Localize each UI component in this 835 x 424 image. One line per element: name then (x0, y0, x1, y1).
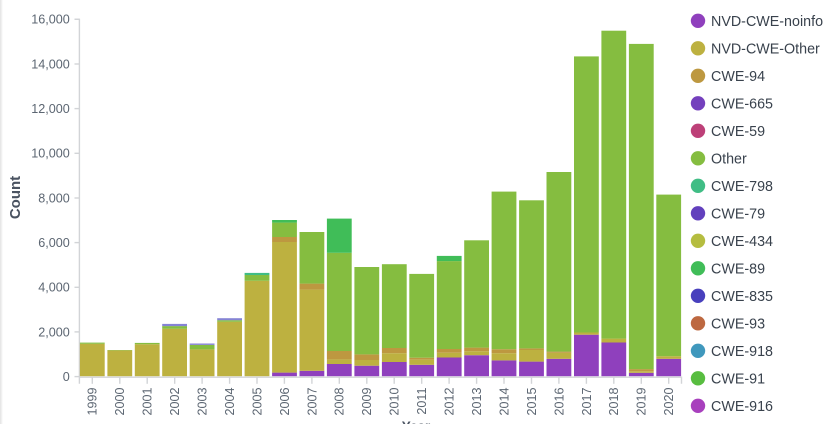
svg-text:2011: 2011 (415, 388, 429, 415)
svg-text:CWE-665: CWE-665 (711, 96, 773, 112)
svg-text:CWE-835: CWE-835 (711, 289, 773, 305)
svg-text:1999: 1999 (86, 388, 100, 416)
svg-text:CWE-89: CWE-89 (711, 261, 765, 277)
svg-text:2013: 2013 (470, 388, 484, 416)
svg-text:NVD-CWE-Other: NVD-CWE-Other (711, 41, 820, 57)
svg-text:2012: 2012 (443, 388, 457, 416)
svg-text:6,000: 6,000 (38, 236, 70, 250)
svg-text:2000: 2000 (113, 388, 127, 416)
svg-text:CWE-79: CWE-79 (711, 206, 765, 222)
svg-text:CWE-434: CWE-434 (711, 234, 773, 250)
svg-text:4,000: 4,000 (38, 281, 70, 295)
svg-text:2001: 2001 (141, 388, 155, 416)
svg-text:2003: 2003 (196, 388, 210, 416)
svg-text:10,000: 10,000 (31, 147, 70, 161)
svg-text:8,000: 8,000 (38, 191, 70, 205)
svg-text:2006: 2006 (278, 388, 292, 416)
svg-text:2007: 2007 (305, 388, 319, 416)
svg-text:0: 0 (63, 370, 70, 384)
svg-text:2010: 2010 (388, 388, 402, 416)
svg-text:CWE-94: CWE-94 (711, 69, 765, 85)
svg-text:2,000: 2,000 (38, 325, 70, 339)
svg-text:14,000: 14,000 (31, 57, 70, 71)
svg-text:2019: 2019 (635, 388, 649, 416)
svg-text:Other: Other (711, 151, 747, 167)
svg-text:2014: 2014 (497, 388, 511, 416)
svg-text:2002: 2002 (168, 388, 182, 416)
svg-text:NVD-CWE-noinfo: NVD-CWE-noinfo (711, 14, 823, 30)
svg-text:2018: 2018 (607, 388, 621, 416)
svg-text:2020: 2020 (662, 388, 676, 416)
svg-text:2016: 2016 (552, 388, 566, 416)
svg-text:2005: 2005 (250, 388, 264, 416)
svg-text:12,000: 12,000 (31, 102, 70, 116)
svg-text:2008: 2008 (333, 388, 347, 416)
svg-text:2004: 2004 (223, 388, 237, 416)
svg-text:CWE-916: CWE-916 (711, 399, 773, 415)
svg-text:CWE-59: CWE-59 (711, 124, 765, 140)
svg-text:CWE-91: CWE-91 (711, 371, 765, 387)
svg-text:CWE-93: CWE-93 (711, 316, 765, 332)
svg-text:2009: 2009 (360, 388, 374, 416)
svg-text:CWE-798: CWE-798 (711, 179, 773, 195)
svg-text:16,000: 16,000 (31, 13, 70, 27)
svg-text:Year: Year (402, 419, 431, 424)
svg-text:2015: 2015 (525, 388, 539, 416)
svg-text:CWE-918: CWE-918 (711, 344, 773, 360)
svg-text:Count: Count (7, 176, 24, 219)
svg-text:2017: 2017 (580, 388, 594, 416)
